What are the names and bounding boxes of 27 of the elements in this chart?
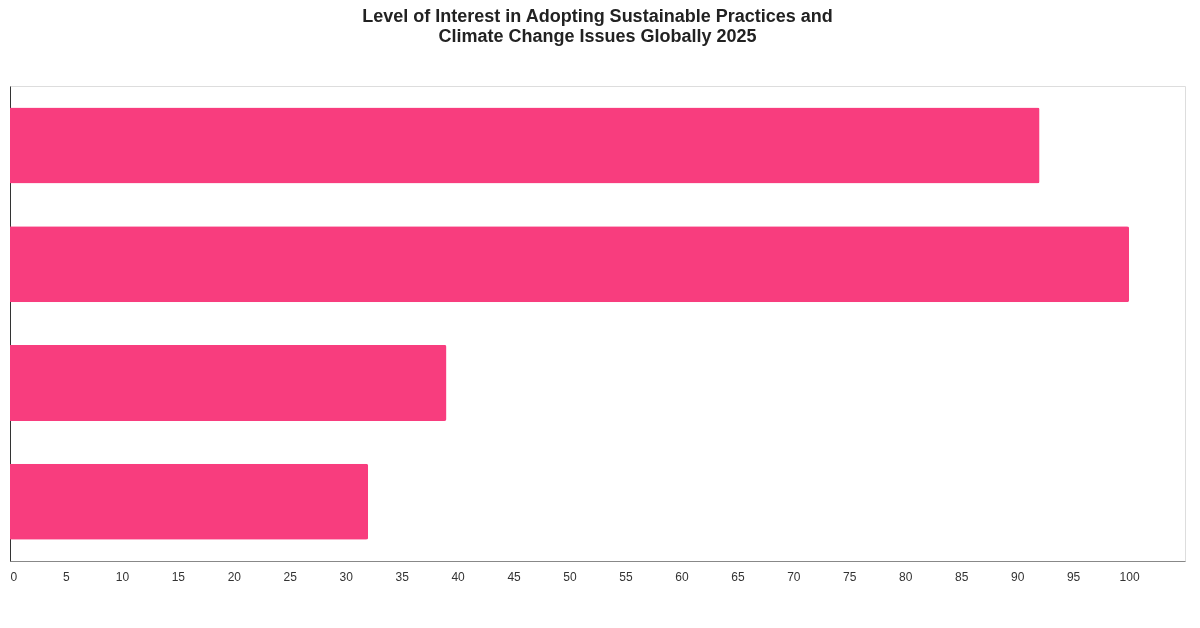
x-tick-label: 100	[1119, 569, 1140, 584]
x-tick-label: 65	[731, 569, 745, 584]
bar	[10, 226, 1130, 303]
x-tick-label: 45	[507, 569, 522, 584]
x-tick-label: 75	[843, 569, 857, 584]
x-tick-label: 25	[283, 569, 298, 584]
x-tick-label: 0	[10, 569, 18, 584]
bar	[10, 463, 369, 540]
x-tick-label: 35	[395, 569, 410, 584]
x-tick-label: 50	[563, 569, 578, 584]
x-tick-label: 85	[955, 569, 969, 584]
x-tick-label: 90	[1010, 569, 1025, 584]
x-tick-label: 10	[115, 569, 130, 584]
bar	[10, 107, 1040, 184]
x-tick-label: 80	[899, 569, 913, 584]
x-tick-label: 70	[787, 569, 801, 584]
bar	[10, 344, 447, 421]
x-tick-label: 5	[63, 569, 71, 584]
x-tick-label: 15	[171, 569, 186, 584]
x-tick-label: 95	[1066, 569, 1081, 584]
x-tick-label: 20	[227, 569, 242, 584]
x-tick-label: 40	[451, 569, 466, 584]
x-tick-label: 60	[675, 569, 689, 584]
text: Level of Interest in Adopting Sustainable Practices and	[362, 6, 833, 26]
text: Climate Change Issues Globally 2025	[438, 26, 757, 46]
x-tick-label: 30	[339, 569, 354, 584]
x-tick-label: 55	[619, 569, 633, 584]
